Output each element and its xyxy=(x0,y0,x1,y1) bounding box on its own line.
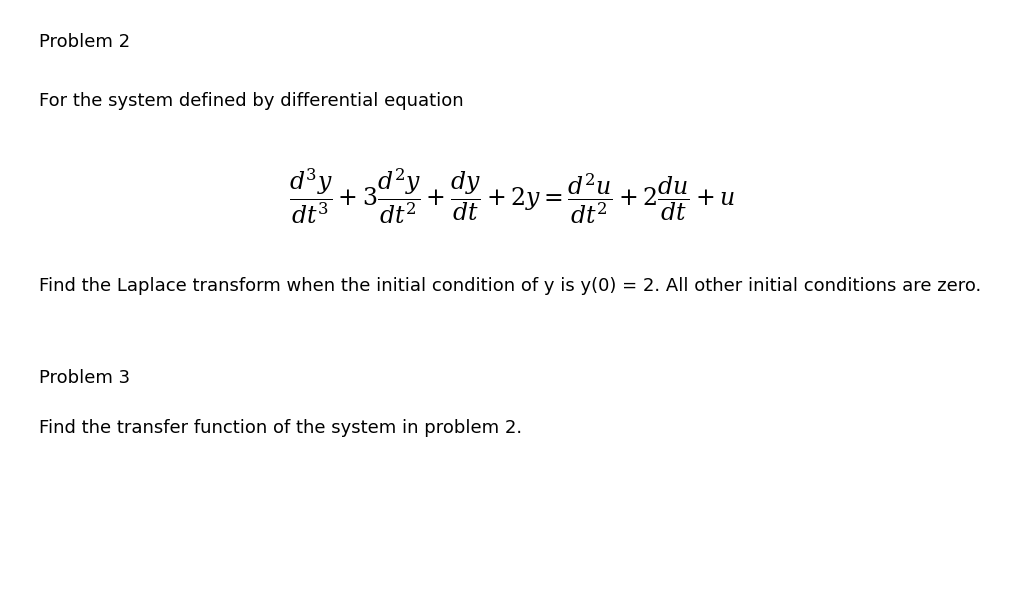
Text: $\dfrac{d^3y}{dt^3} + 3\dfrac{d^2y}{dt^2} + \dfrac{dy}{dt} + 2y = \dfrac{d^2u}{d: $\dfrac{d^3y}{dt^3} + 3\dfrac{d^2y}{dt^2… xyxy=(289,167,735,226)
Text: Problem 3: Problem 3 xyxy=(39,369,130,387)
Text: Problem 2: Problem 2 xyxy=(39,33,130,51)
Text: Find the Laplace transform when the initial condition of y is y(0) = 2. All othe: Find the Laplace transform when the init… xyxy=(39,277,981,295)
Text: For the system defined by differential equation: For the system defined by differential e… xyxy=(39,92,464,110)
Text: Find the transfer function of the system in problem 2.: Find the transfer function of the system… xyxy=(39,419,522,437)
